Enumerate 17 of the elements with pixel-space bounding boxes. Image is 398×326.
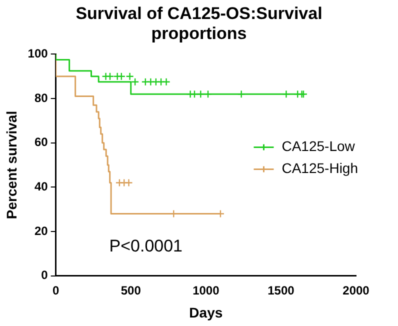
legend-label: CA125-Low	[282, 138, 356, 154]
legend-label: CA125-High	[282, 160, 358, 176]
y-tick-label: 60	[34, 135, 48, 150]
x-tick-label: 0	[52, 283, 60, 298]
chart-title: Survival of CA125-OS:Survival proportions	[74, 4, 324, 44]
y-tick-label: 100	[28, 46, 48, 61]
y-tick-label: 80	[34, 90, 48, 105]
x-tick-label: 500	[120, 283, 142, 298]
x-tick-label: 2000	[342, 283, 370, 298]
x-tick-label: 1000	[192, 283, 220, 298]
x-tick-label: 1500	[268, 283, 295, 298]
y-tick-label: 40	[34, 179, 48, 194]
x-axis-title: Days	[189, 304, 223, 320]
y-tick-label: 0	[41, 268, 48, 282]
y-axis-title: Percent survival	[3, 110, 20, 220]
annotation: P<0.0001	[109, 236, 183, 256]
y-tick-label: 20	[34, 224, 48, 238]
